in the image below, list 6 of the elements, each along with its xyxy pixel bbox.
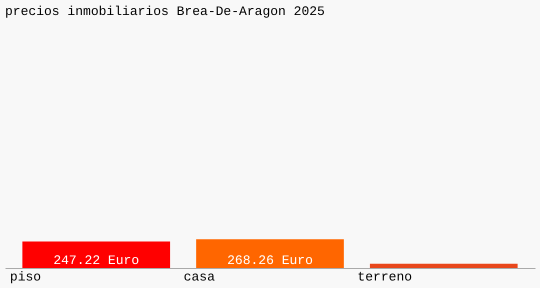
x-tick-label: casa: [184, 270, 216, 284]
x-tick-label: terreno: [357, 270, 412, 284]
x-tick-label: piso: [10, 270, 42, 284]
data-label: 247.22 Euro: [53, 253, 140, 268]
chart-title: precios inmobiliarios Brea-De-Aragon 2025: [5, 4, 325, 19]
data-label: 268.26 Euro: [227, 253, 313, 268]
